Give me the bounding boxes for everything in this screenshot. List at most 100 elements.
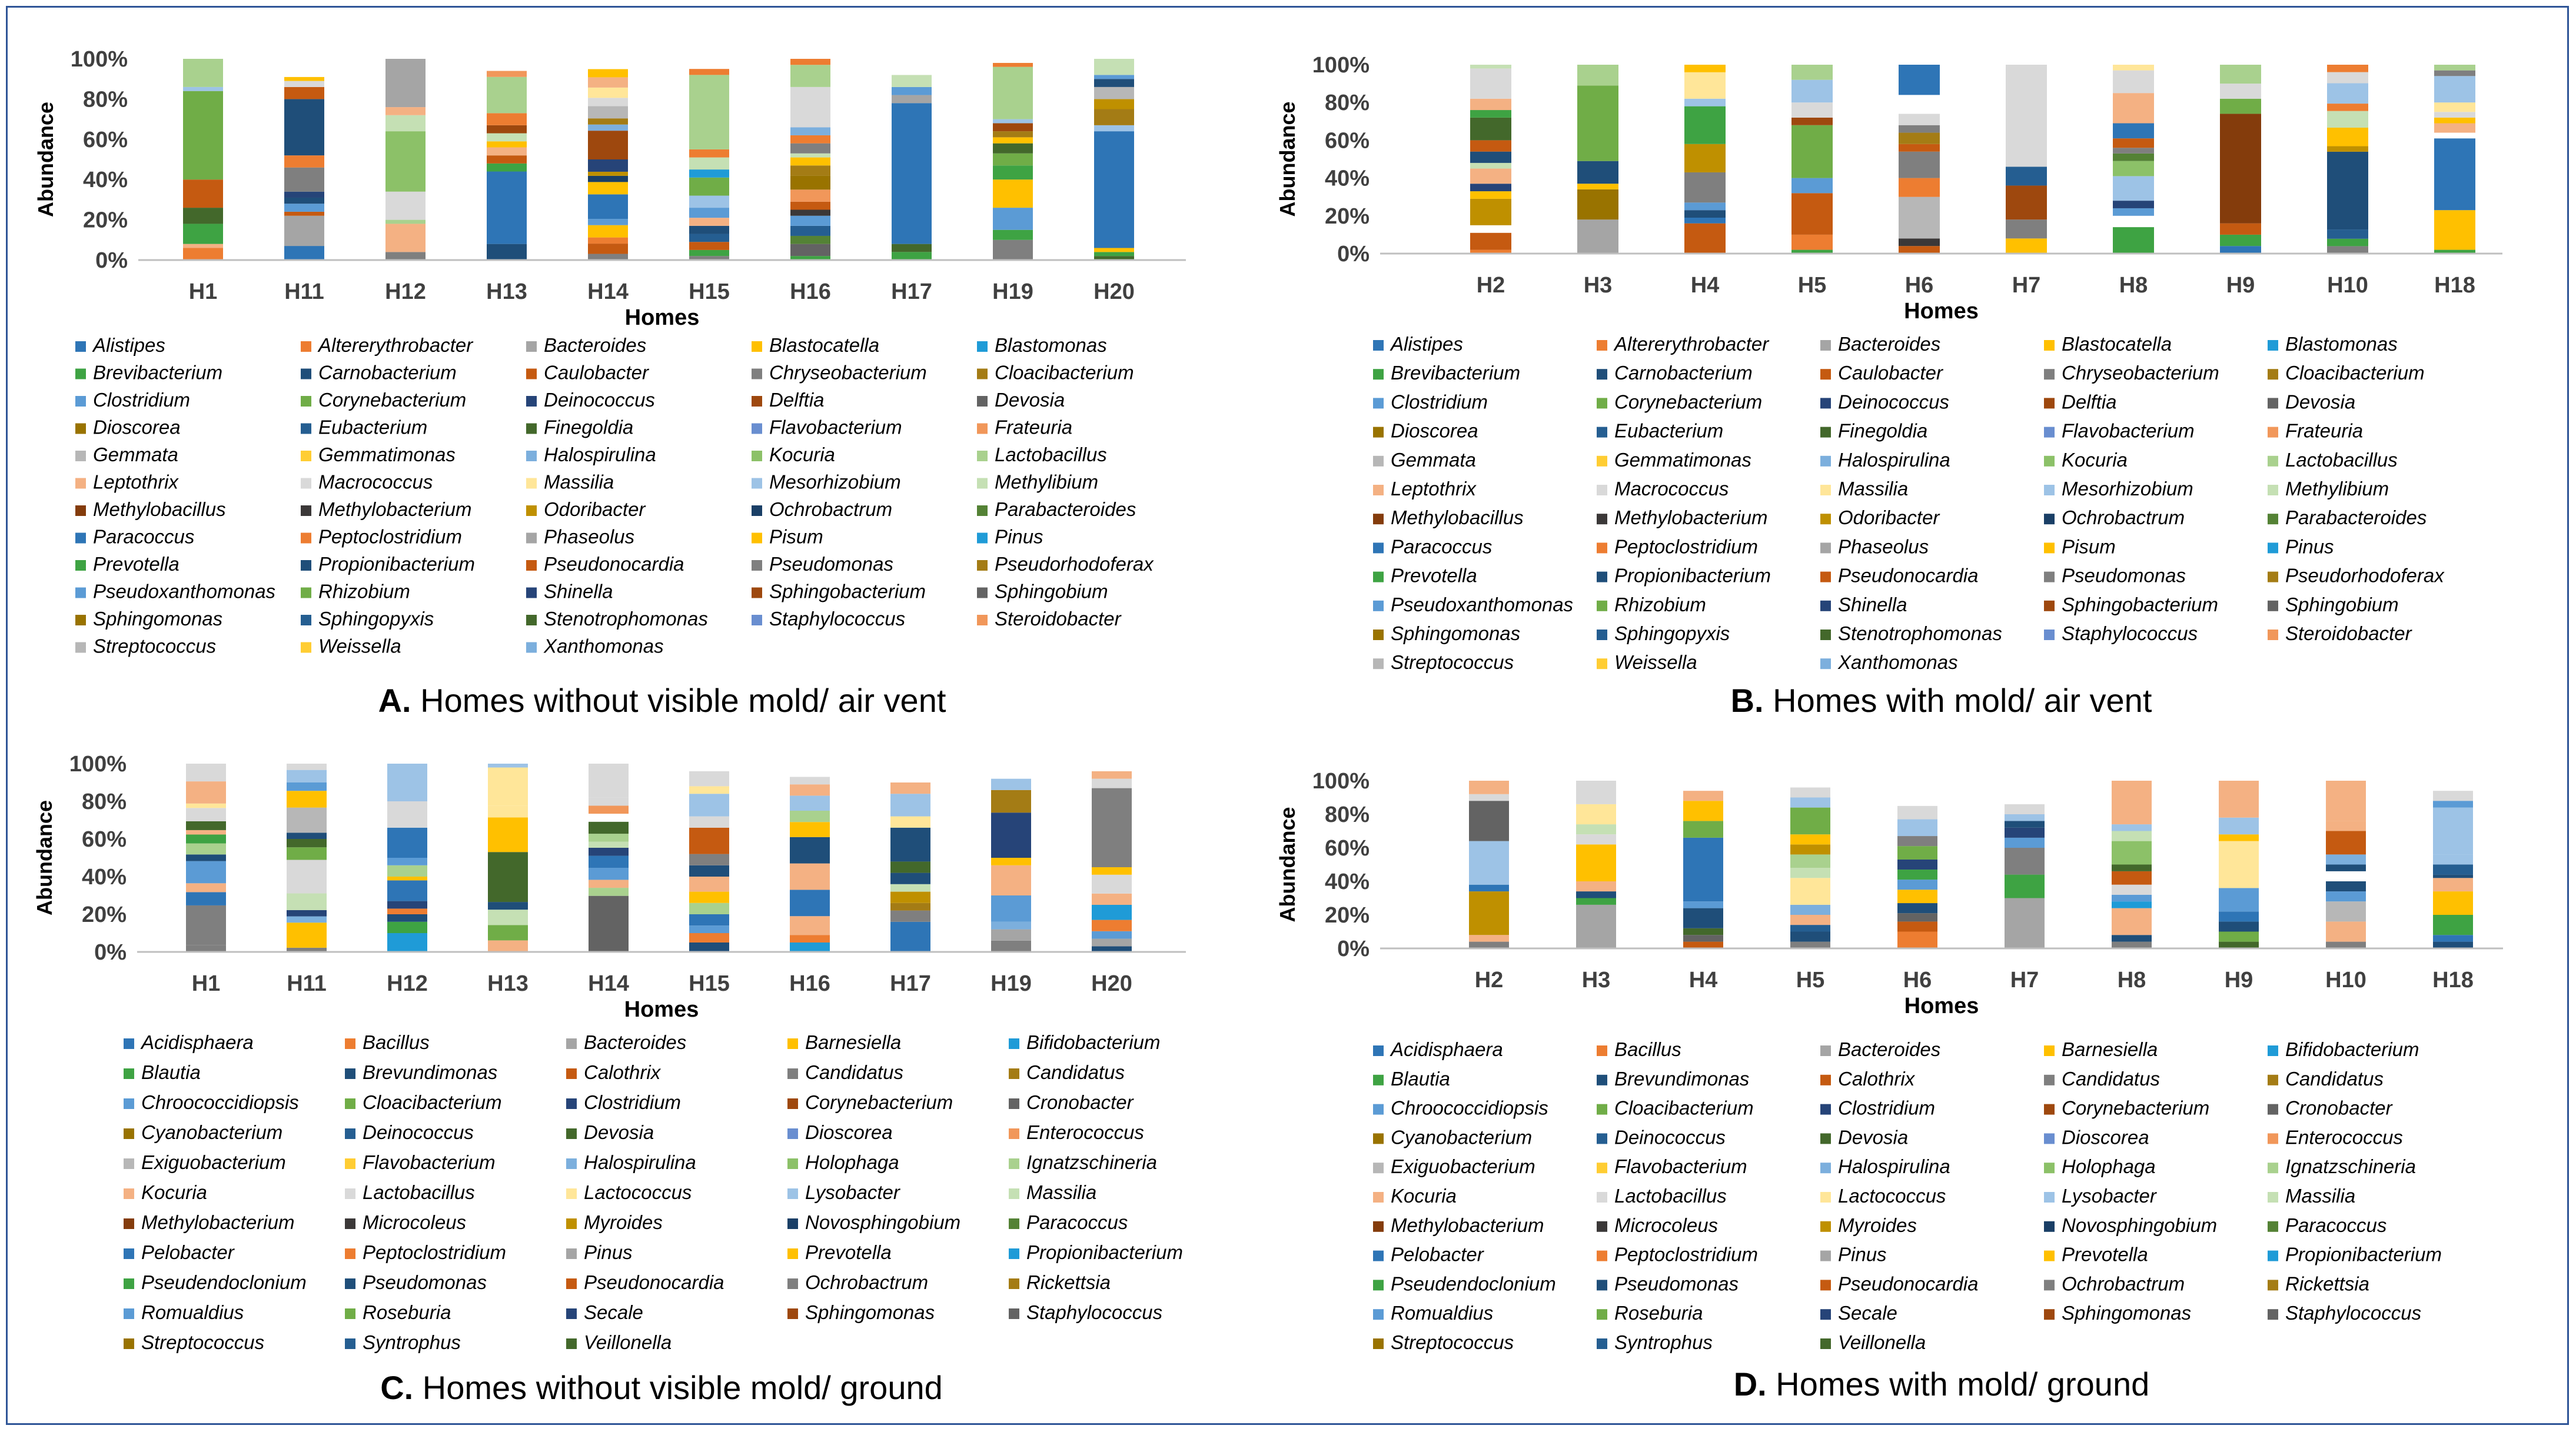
legend-label: Massilia — [1026, 1181, 1096, 1203]
bar-segment — [1790, 834, 1830, 845]
bar-segment — [993, 153, 1033, 166]
legend-swatch — [2268, 398, 2278, 409]
legend-swatch — [1820, 340, 1831, 351]
bar-segment — [1577, 161, 1618, 184]
bar-segment — [183, 224, 223, 244]
bar-segment — [287, 947, 327, 952]
bar-segment — [1092, 788, 1132, 867]
y-tick-label: 0% — [1337, 242, 1370, 267]
x-tick-label: H13 — [486, 279, 527, 304]
legend-swatch — [752, 478, 762, 489]
x-tick-label: H14 — [587, 279, 629, 304]
legend-label: Veillonella — [584, 1331, 672, 1353]
legend-label: Pseudendoclonium — [1391, 1273, 1556, 1294]
bar-segment — [689, 794, 729, 817]
x-tick-label: H19 — [992, 279, 1033, 304]
legend-label: Secale — [1838, 1302, 1897, 1324]
legend-swatch — [1009, 1218, 1019, 1229]
legend-label: Ignatzschineria — [1026, 1151, 1157, 1173]
bar-segment — [589, 797, 629, 806]
legend-label: Gemmata — [1391, 449, 1476, 471]
bar-segment — [790, 235, 830, 244]
legend-swatch — [2044, 1309, 2055, 1320]
legend-swatch — [1597, 398, 1607, 409]
bar-segment — [689, 218, 729, 226]
bar-segment — [589, 841, 629, 848]
bar-segment — [790, 127, 830, 135]
legend-swatch — [1820, 398, 1831, 409]
legend-swatch — [345, 1308, 355, 1319]
x-tick-label: H5 — [1796, 968, 1825, 993]
bar-segment — [488, 764, 528, 768]
legend-label: Myroides — [584, 1211, 663, 1233]
bar-segment — [2433, 891, 2473, 915]
bar-segment — [1094, 252, 1134, 257]
bar-segment — [2433, 941, 2473, 948]
chart-panel-4: 0% 20% 40% 60% 80% 100% Abundance H2 H3 H4 H5 H6 H7 H… — [1275, 769, 2503, 1403]
legend-label: Stenotrophomonas — [1838, 622, 2002, 644]
legend-swatch — [526, 615, 537, 625]
bar-segment — [589, 805, 629, 814]
bar-segment — [790, 795, 830, 811]
legend-label: Delftia — [2062, 391, 2117, 412]
legend-label: Dioscorea — [805, 1121, 893, 1143]
bar-segment — [2219, 834, 2259, 841]
bar-segment — [183, 244, 223, 248]
panel-caption: D. Homes with mold/ ground — [1734, 1366, 2150, 1403]
bar-segment — [284, 81, 324, 87]
legend-swatch — [301, 451, 311, 461]
bar-segment — [1684, 98, 1726, 106]
bar-segment — [2220, 234, 2261, 247]
legend-swatch — [124, 1278, 134, 1289]
legend-label: Massilia — [2285, 1185, 2355, 1207]
legend-label: Cronobacter — [2285, 1097, 2394, 1119]
legend-label: Lactococcus — [584, 1181, 692, 1203]
bar-segment — [1470, 249, 1511, 254]
legend-swatch — [1597, 485, 1607, 495]
bar-segment — [588, 87, 628, 98]
legend-swatch — [2268, 1250, 2278, 1261]
bar-segment — [2113, 153, 2154, 161]
bar-segment — [2113, 123, 2154, 139]
bar-segment — [287, 782, 327, 791]
bar-segment — [2327, 65, 2368, 72]
bar-segment — [387, 880, 427, 901]
bar-segment — [2219, 911, 2259, 922]
legend-label: Pisum — [2062, 535, 2116, 557]
bar-segment — [487, 71, 527, 77]
legend-label: Pseudonocardia — [1838, 1273, 1979, 1294]
bar-segment — [689, 59, 729, 69]
legend-label: Halospirulina — [544, 444, 656, 465]
legend-label: Holophaga — [2062, 1155, 2156, 1177]
bar-segment — [993, 123, 1033, 132]
legend-swatch — [2268, 427, 2278, 438]
legend-label: Lactobacillus — [995, 444, 1107, 465]
panel-letter: B. — [1731, 682, 1764, 719]
bar-segment — [186, 861, 226, 884]
bar-segment — [2112, 841, 2152, 865]
bar-segment — [2219, 888, 2259, 912]
bar-segment — [2433, 878, 2473, 892]
legend-label: Candidatus — [805, 1061, 903, 1083]
bar-segment — [689, 195, 729, 208]
legend-label: Ochrobactrum — [2062, 507, 2185, 528]
bar-segment — [588, 254, 628, 260]
legend-swatch — [2044, 485, 2055, 495]
bar-segment — [1576, 804, 1616, 825]
legend-label: Eubacterium — [318, 417, 427, 438]
legend-swatch — [1820, 1221, 1831, 1232]
legend-label: Exiguobacterium — [1391, 1155, 1535, 1177]
bar-segment — [2005, 848, 2045, 875]
legend-label: Pseudomonas — [1614, 1273, 1739, 1294]
legend-swatch — [2044, 369, 2055, 380]
bar-segment — [2433, 874, 2473, 878]
bar-segment — [1094, 109, 1134, 125]
panel-caption-text: Homes without visible mold/ ground — [413, 1369, 943, 1406]
x-tick-label: H3 — [1584, 273, 1613, 298]
x-tick-label: H9 — [2226, 273, 2255, 298]
legend-swatch — [124, 1248, 134, 1259]
bar-segment — [1092, 893, 1132, 905]
bar-segment — [890, 827, 930, 862]
legend-label: Methylobacterium — [141, 1211, 294, 1233]
bar-segment — [387, 827, 427, 858]
